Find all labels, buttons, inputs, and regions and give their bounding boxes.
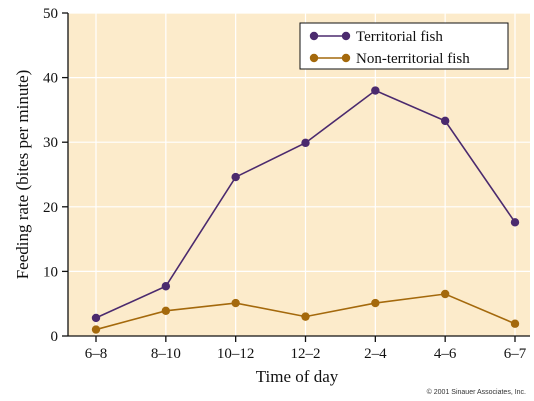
x-tick-label: 6–8 [85, 346, 108, 362]
x-tick-label: 4–6 [434, 346, 457, 362]
y-tick-label: 10 [43, 264, 58, 280]
legend-marker [309, 31, 319, 41]
x-axis-title: Time of day [256, 367, 339, 386]
x-tick-label: 2–4 [364, 346, 387, 362]
data-point [301, 138, 310, 148]
data-point [301, 312, 310, 321]
data-point [371, 298, 380, 308]
x-tick-label: 10–12 [217, 346, 255, 362]
legend-box [299, 22, 509, 70]
x-tick-label: 12–2 [291, 346, 321, 362]
legend-marker [309, 53, 319, 63]
data-point [161, 282, 171, 291]
data-point [510, 218, 520, 227]
legend-label-non-territorial: Non-territorial fish [356, 51, 470, 67]
copyright-credit: © 2001 Sinauer Associates, Inc. [427, 388, 526, 396]
x-tick-label: 8–10 [151, 346, 181, 362]
axes: 0 10 20 30 40 50 6–8 8–10 10–12 12–2 2–4 4–6 6–7 [43, 6, 530, 362]
legend-label-territorial: Territorial fish [356, 29, 443, 45]
data-point [91, 325, 101, 334]
legend-marker [341, 53, 351, 63]
legend: Territorial fish Non-territorial fish [299, 22, 509, 70]
data-point [371, 86, 380, 95]
y-tick-label: 30 [43, 135, 58, 151]
y-tick-label: 20 [43, 200, 58, 216]
data-point [161, 306, 171, 316]
data-point [231, 298, 240, 308]
y-axis-title: Feeding rate (bites per minute) [13, 70, 32, 280]
data-point [440, 116, 450, 126]
data-point [231, 172, 240, 182]
data-point [91, 313, 101, 323]
x-tick-label: 6–7 [504, 346, 527, 362]
data-point [510, 319, 520, 328]
legend-marker [341, 31, 351, 41]
data-point [440, 289, 450, 299]
series-layer [91, 86, 520, 334]
y-tick-label: 0 [51, 329, 59, 345]
y-tick-label: 50 [43, 6, 58, 22]
y-tick-label: 40 [43, 71, 58, 87]
